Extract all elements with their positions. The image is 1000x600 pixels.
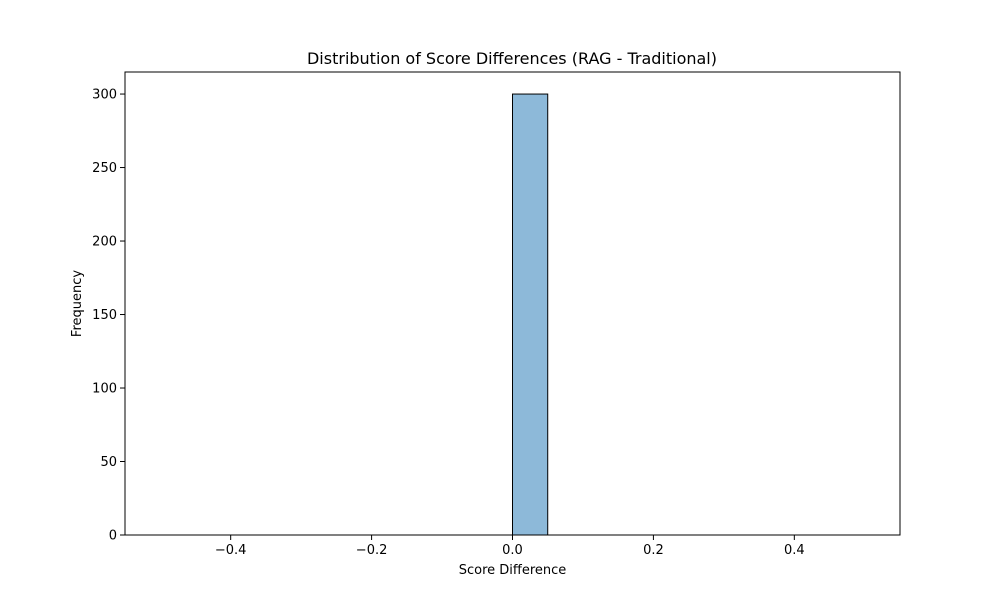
x-axis-title: Score Difference xyxy=(459,563,567,578)
y-axis-title: Frequency xyxy=(70,270,85,337)
histogram-bar xyxy=(512,93,549,536)
x-tick-label: 0.2 xyxy=(643,543,664,558)
x-axis: −0.4 −0.2 0.0 0.2 0.4 xyxy=(215,535,805,558)
y-tick-label: 100 xyxy=(92,382,117,397)
y-tick-label: 250 xyxy=(92,161,117,176)
y-tick-label: 150 xyxy=(92,308,117,323)
bars-group xyxy=(512,93,549,536)
x-tick-label: 0.4 xyxy=(784,543,805,558)
y-tick-label: 300 xyxy=(92,88,117,103)
x-tick-label: −0.2 xyxy=(356,543,388,558)
x-tick-label: 0.0 xyxy=(502,543,523,558)
y-tick-label: 200 xyxy=(92,235,117,250)
chart-title: Distribution of Score Differences (RAG -… xyxy=(307,49,717,68)
x-tick-label: −0.4 xyxy=(215,543,247,558)
y-axis: 0 50 100 150 200 250 300 xyxy=(92,88,125,544)
y-tick-label: 50 xyxy=(100,455,117,470)
y-tick-label: 0 xyxy=(109,529,117,544)
